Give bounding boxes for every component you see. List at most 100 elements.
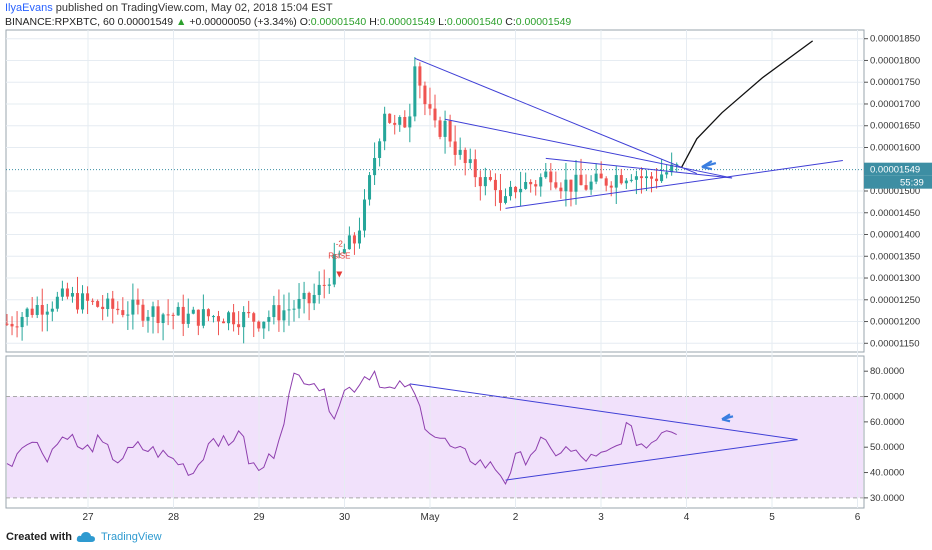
created-with-label: Created with xyxy=(6,531,73,543)
candles xyxy=(5,57,679,344)
candle-body xyxy=(302,292,306,299)
candle-body xyxy=(181,306,185,324)
candle-body xyxy=(644,176,648,179)
candle-body xyxy=(257,321,261,329)
candle-body xyxy=(453,141,457,155)
candle-body xyxy=(287,309,291,311)
tradingview-brand[interactable]: TradingView xyxy=(101,531,162,543)
candle-body xyxy=(514,186,518,193)
candle-body xyxy=(96,301,100,307)
candle-body xyxy=(524,181,528,189)
candle-body xyxy=(196,309,200,326)
candle-body xyxy=(614,175,618,188)
candle-body xyxy=(247,311,251,314)
rsi-pointer-arrow-icon xyxy=(721,413,734,423)
annotation-down-arrow-icon xyxy=(336,271,343,278)
candle-body xyxy=(352,235,356,244)
candle-body xyxy=(639,176,643,179)
price-y-tick-label: 0.00001200 xyxy=(870,317,920,328)
price-trendline xyxy=(545,157,733,179)
candle-body xyxy=(307,292,311,304)
price-y-tick-label: 0.00001450 xyxy=(870,208,920,219)
high-value: 0.00001549 xyxy=(379,16,436,28)
candle-body xyxy=(519,188,523,193)
candle-body xyxy=(15,326,19,328)
x-tick-label: 4 xyxy=(684,512,690,523)
candle-body xyxy=(282,310,286,321)
candle-body xyxy=(111,298,115,309)
candle-body xyxy=(216,316,220,322)
candle-body xyxy=(670,164,674,173)
symbol-name: BINANCE:RPXBTC, 60 xyxy=(5,16,115,28)
candle-body xyxy=(347,235,351,250)
candle-body xyxy=(675,164,679,166)
candle-body xyxy=(65,288,69,297)
price-y-tick-label: 0.00001700 xyxy=(870,99,920,110)
price-y-tick-label: 0.00001850 xyxy=(870,34,920,45)
low-label: L: xyxy=(438,16,447,28)
countdown-label: 55:39 xyxy=(900,178,924,189)
candle-body xyxy=(584,185,588,190)
candle-body xyxy=(10,323,14,327)
candle-body xyxy=(609,185,613,188)
candle-body xyxy=(398,117,402,125)
candle-body xyxy=(277,305,281,321)
candle-body xyxy=(368,175,372,200)
price-y-tick-label: 0.00001750 xyxy=(870,77,920,88)
candle-body xyxy=(126,314,130,316)
x-tick-label: 30 xyxy=(339,512,351,523)
rsi-band xyxy=(7,396,863,498)
candle-body xyxy=(242,311,246,328)
candle-body xyxy=(503,196,508,203)
up-arrow-icon: ▲ xyxy=(176,16,187,28)
candle-body xyxy=(660,174,664,182)
candle-body xyxy=(161,314,165,324)
candle-body xyxy=(206,309,210,317)
candle-body xyxy=(201,309,205,326)
candle-body xyxy=(579,174,583,186)
candle-body xyxy=(222,321,226,324)
candle-body xyxy=(488,177,492,180)
candle-body xyxy=(569,179,573,192)
candle-body xyxy=(262,321,266,329)
symbol-line: BINANCE:RPXBTC, 60 0.00001549 ▲ +0.00000… xyxy=(5,16,571,28)
candle-body xyxy=(448,120,452,142)
candle-body xyxy=(403,117,407,128)
candle-body xyxy=(468,159,472,164)
candle-body xyxy=(478,177,482,187)
publish-info: published on TradingView.com, May 02, 20… xyxy=(55,2,333,14)
rsi-trendline xyxy=(505,439,798,481)
candle-body xyxy=(176,306,180,316)
candle-body xyxy=(272,305,276,318)
price-chart-canvas[interactable]: 27 28 29 30 May 2 3 4 5 6 0.00001850 0.00001800 0.00… xyxy=(0,0,932,526)
candle-body xyxy=(327,284,331,286)
price-y-tick-label: 0.00001150 xyxy=(870,338,920,349)
candle-body xyxy=(141,304,145,321)
candle-body xyxy=(252,313,256,322)
author-name[interactable]: IlyaEvans xyxy=(5,2,53,14)
publish-line: IlyaEvans published on TradingView.com, … xyxy=(5,2,333,14)
candle-body xyxy=(342,249,346,254)
candle-body xyxy=(35,304,39,315)
candle-body xyxy=(428,104,432,109)
price-y-tick-label: 0.00001400 xyxy=(870,230,920,241)
candle-body xyxy=(599,173,603,179)
candle-body xyxy=(136,299,140,305)
candle-body xyxy=(418,66,422,86)
candle-body xyxy=(312,294,316,304)
candle-body xyxy=(45,311,49,315)
candle-body xyxy=(509,186,513,197)
candle-body xyxy=(25,308,29,317)
candle-body xyxy=(191,309,195,314)
candle-body xyxy=(332,254,336,285)
candle-body xyxy=(383,113,387,142)
tradingview-cloud-icon xyxy=(76,532,95,542)
open-label: O: xyxy=(299,16,311,28)
candle-body xyxy=(378,141,382,158)
candle-body xyxy=(393,122,397,125)
chart-header: IlyaEvans published on TradingView.com, … xyxy=(0,0,932,30)
candle-body xyxy=(171,314,175,316)
candle-body xyxy=(438,120,442,137)
candle-body xyxy=(337,253,341,255)
candle-body xyxy=(116,308,120,311)
